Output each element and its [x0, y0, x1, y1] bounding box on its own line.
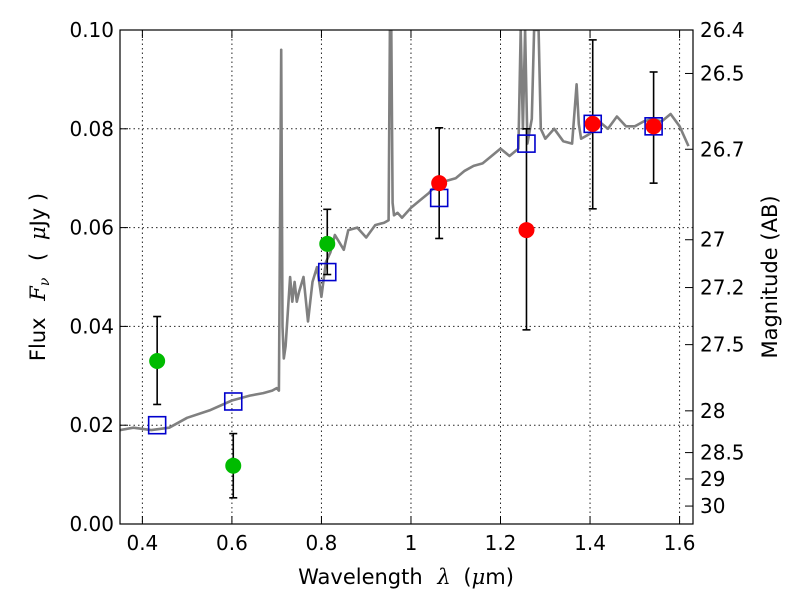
model-square: [644, 117, 663, 136]
x-tick-label: 0.6: [216, 531, 248, 555]
data-point: [319, 235, 336, 252]
grid: [120, 29, 693, 525]
mag-tick-label: 26.7: [700, 137, 745, 161]
y-tick-label: 0.02: [69, 413, 114, 437]
x-axis-label-unit-rest: m): [485, 565, 514, 589]
y-axis-label-prefix: Flux: [26, 317, 50, 361]
data-point: [584, 115, 601, 132]
mag-tick-label: 26.5: [700, 61, 745, 85]
y-axis-label: Flux Fν ( μJy ): [26, 193, 54, 361]
model-photometry-squares: [147, 114, 663, 435]
data-point: [518, 222, 535, 239]
model-square: [317, 262, 337, 282]
y-tick-label: 0.08: [69, 117, 114, 141]
x-axis-label-symbol: λ: [436, 565, 450, 589]
model-square: [583, 114, 603, 134]
x-axis-label-prefix: Wavelength: [298, 565, 423, 589]
model-square: [223, 392, 243, 411]
x-tick-label: 0.8: [306, 531, 338, 555]
y-axis-label-unit-rest: Jy ): [26, 193, 50, 229]
x-axis-label: Wavelength λ (μm): [298, 565, 514, 589]
data-point: [431, 175, 448, 192]
spectrum-layer: [120, 30, 690, 432]
y-axis-label-unit-mu: μ: [26, 226, 50, 240]
data-point: [225, 457, 242, 474]
y-tick-label: 0.04: [69, 314, 114, 338]
x-tick-label: 1.6: [664, 531, 696, 555]
y-tick-label: 0.00: [69, 512, 114, 536]
y-axis-label-unit-open: (: [26, 253, 50, 261]
mag-tick-label: 26.4: [700, 18, 745, 42]
data-point: [645, 118, 662, 135]
x-tick-label: 0.4: [126, 531, 158, 555]
plot-frame: [119, 29, 694, 525]
error-bars: [153, 39, 658, 499]
x-axis-label-unit-open: (: [463, 565, 471, 589]
mag-tick-label: 28: [700, 399, 725, 423]
observed-points: [149, 115, 662, 474]
spectrum-line: [120, 30, 690, 432]
y-tick-label: 0.06: [69, 216, 114, 240]
model-square: [517, 134, 536, 153]
y-axis-label-symbol-nu: ν: [37, 277, 53, 286]
y-tick-label: 0.10: [69, 18, 114, 42]
mag-tick-label: 27.5: [700, 333, 745, 357]
mag-tick-label: 27.2: [700, 276, 745, 300]
x-tick-label: 1.4: [574, 531, 606, 555]
mag-tick-label: 28.5: [700, 441, 745, 465]
mag-tick-label: 30: [700, 494, 725, 518]
axis-ticks: 0.4 0.6 0.8 1 1.2 1.4 1.6 0.00 0.02 0.04 0.06 0.08 0…: [69, 18, 744, 555]
data-point: [149, 352, 166, 369]
x-tick-label: 1: [405, 531, 418, 555]
x-axis-label-unit-mu: μ: [472, 565, 486, 589]
y-axis-label-symbol-f: F: [26, 285, 50, 302]
mag-tick-label: 27: [700, 228, 725, 252]
mag-tick-label: 29: [700, 467, 725, 491]
y2-axis-label: Magnitude (AB): [758, 195, 782, 358]
x-tick-label: 1.2: [485, 531, 517, 555]
model-square: [147, 415, 167, 435]
